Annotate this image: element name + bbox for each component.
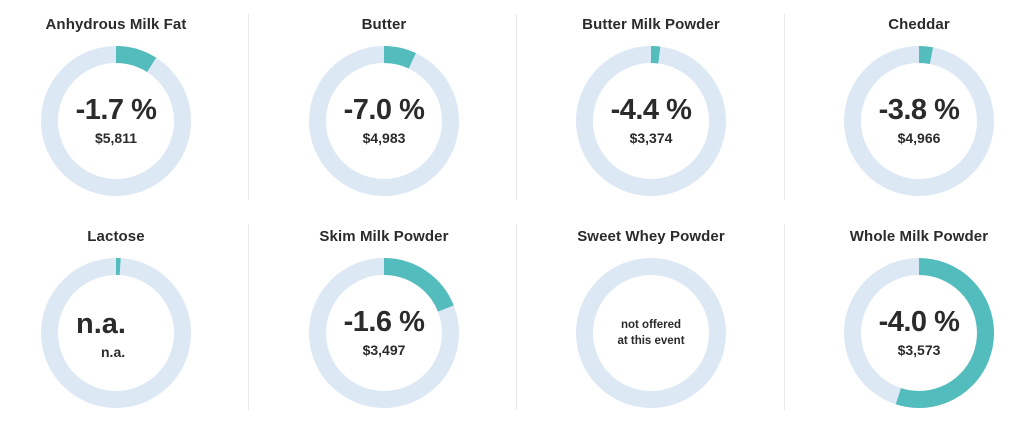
donut-ring: -7.0 % $4,983 (309, 46, 459, 196)
donut-center: -7.0 % $4,983 (309, 46, 459, 196)
not-offered-note: not offered (620, 319, 682, 331)
donut-ring: not offered at this event (576, 258, 726, 408)
divider (784, 14, 785, 200)
donut-ring: -4.0 % $3,573 (844, 258, 994, 408)
donut-ring: -4.4 % $3,374 (576, 46, 726, 196)
donut-center: -1.7 % $5,811 (41, 46, 191, 196)
donut-center: -4.0 % $3,573 (844, 258, 994, 408)
donut-svg (41, 258, 191, 408)
price: $4,983 (362, 130, 406, 146)
card-whole-milk-powder: Whole Milk Powder -4.0 % $3,573 (785, 222, 1024, 422)
donut-svg (576, 46, 726, 196)
donut-ring: n.a. n.a. (41, 258, 191, 408)
donut-track (576, 258, 726, 408)
price: $4,966 (897, 130, 941, 146)
donut-svg (309, 46, 459, 196)
price: $3,374 (629, 130, 673, 146)
divider (248, 224, 249, 410)
donut-arc (309, 46, 459, 196)
percent-change: -1.6 % (343, 306, 425, 338)
donut-center: -1.6 % $3,497 (309, 258, 459, 408)
not-offered-note: at this event (617, 335, 685, 347)
price: $3,573 (897, 342, 941, 358)
card-title: Butter (361, 16, 407, 33)
card-title: Sweet Whey Powder (577, 228, 725, 245)
card-butter-milk-powder: Butter Milk Powder -4.4 % $3,374 (517, 10, 785, 210)
percent-change: n.a. (76, 308, 126, 340)
donut-center: not offered at this event (576, 258, 726, 408)
card-title: Whole Milk Powder (849, 228, 989, 245)
donut-ring: -1.7 % $5,811 (41, 46, 191, 196)
card-title: Lactose (87, 228, 145, 245)
donut-svg (844, 258, 994, 408)
donut-svg (309, 258, 459, 408)
price: $3,497 (362, 342, 406, 358)
donut-svg (41, 46, 191, 196)
donut-arc (576, 46, 726, 196)
card-lactose: Lactose n.a. n.a. (0, 222, 250, 422)
card-title: Butter Milk Powder (582, 16, 720, 33)
donut-arc (41, 46, 191, 196)
donut-svg (844, 46, 994, 196)
divider (516, 224, 517, 410)
donut-arc (844, 258, 994, 408)
donut-arc (309, 258, 459, 408)
card-skim-milk-powder: Skim Milk Powder -1.6 % $3,497 (250, 222, 518, 422)
price: n.a. (101, 344, 126, 360)
card-butter: Butter -7.0 % $4,983 (250, 10, 518, 210)
card-title: Cheddar (888, 16, 950, 33)
donut-ring: -3.8 % $4,966 (844, 46, 994, 196)
percent-change: -4.0 % (878, 306, 960, 338)
card-anhydrous-milk-fat: Anhydrous Milk Fat -1.7 % $5,811 (0, 10, 250, 210)
divider (516, 14, 517, 200)
percent-change: -3.8 % (878, 94, 960, 126)
price: $5,811 (94, 130, 138, 146)
donut-svg (576, 258, 726, 408)
percent-change: -7.0 % (343, 94, 425, 126)
divider (784, 224, 785, 410)
card-title: Anhydrous Milk Fat (45, 16, 187, 33)
donut-ring: -1.6 % $3,497 (309, 258, 459, 408)
divider (248, 14, 249, 200)
donut-arc (41, 258, 191, 408)
percent-change: -1.7 % (75, 94, 157, 126)
percent-change: -4.4 % (610, 94, 692, 126)
donut-center: -3.8 % $4,966 (844, 46, 994, 196)
donut-arc (844, 46, 994, 196)
card-cheddar: Cheddar -3.8 % $4,966 (785, 10, 1024, 210)
donut-center: -4.4 % $3,374 (576, 46, 726, 196)
card-sweet-whey-powder: Sweet Whey Powder not offered at this ev… (517, 222, 785, 422)
card-title: Skim Milk Powder (319, 228, 449, 245)
